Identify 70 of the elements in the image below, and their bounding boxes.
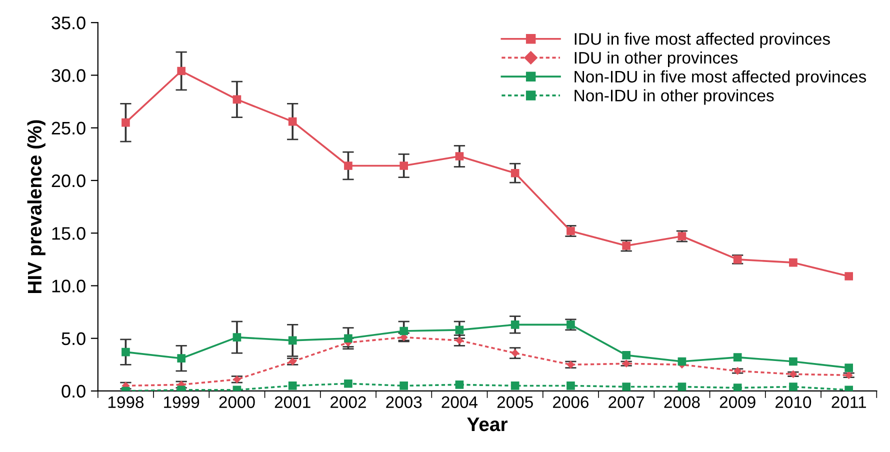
y-tick-label: 10.0 xyxy=(52,280,86,292)
x-tick-label: 2010 xyxy=(776,396,812,408)
legend-label: Non-IDU in five most affected provinces xyxy=(574,70,866,86)
point xyxy=(510,168,520,178)
point xyxy=(844,364,854,372)
point xyxy=(177,354,186,363)
point xyxy=(344,379,352,388)
point xyxy=(122,348,130,356)
x-tick-label: 1999 xyxy=(164,396,200,408)
x-tick-label: 2006 xyxy=(553,396,589,408)
point xyxy=(844,272,854,280)
x-tick-label: 2003 xyxy=(386,396,422,408)
x-tick-label: 2005 xyxy=(497,396,533,408)
point xyxy=(288,358,296,366)
point xyxy=(566,226,575,236)
point xyxy=(622,382,631,391)
point xyxy=(400,382,408,390)
point xyxy=(344,334,352,343)
point xyxy=(789,357,798,366)
point xyxy=(233,376,241,384)
point xyxy=(845,372,852,379)
y-tick-label: 30.0 xyxy=(52,69,86,82)
point xyxy=(678,357,686,366)
point xyxy=(511,349,519,357)
point xyxy=(510,320,520,329)
point xyxy=(733,353,742,362)
y-tick-label: 5.0 xyxy=(62,332,86,346)
point xyxy=(455,380,464,389)
x-axis-title: Year xyxy=(467,418,508,432)
point xyxy=(567,361,574,368)
x-tick-label: 1998 xyxy=(108,396,144,408)
point xyxy=(678,382,686,391)
point xyxy=(344,162,352,170)
x-tick-label: 2002 xyxy=(330,396,366,408)
x-tick-label: 2004 xyxy=(442,396,478,408)
point xyxy=(288,336,297,345)
point xyxy=(622,351,631,360)
point xyxy=(789,258,798,267)
point xyxy=(122,118,130,127)
point xyxy=(400,162,408,170)
x-tick-label: 2000 xyxy=(219,396,255,408)
point xyxy=(622,360,630,368)
x-tick-label: 2007 xyxy=(608,396,644,408)
x-tick-label: 2008 xyxy=(664,396,700,408)
y-tick-label: 20.0 xyxy=(52,174,86,188)
point xyxy=(288,117,297,126)
point xyxy=(288,382,297,390)
x-tick-label: 2009 xyxy=(720,396,756,408)
point xyxy=(232,95,242,104)
point xyxy=(177,66,186,76)
legend-label: IDU in five most affected provinces xyxy=(574,32,830,48)
legend-label: Non-IDU in other provinces xyxy=(574,89,774,105)
point xyxy=(566,382,575,390)
point xyxy=(400,326,408,336)
point xyxy=(734,367,742,375)
point xyxy=(789,382,798,391)
point xyxy=(232,333,242,342)
point xyxy=(733,384,742,391)
x-tick-label: 2011 xyxy=(832,396,866,408)
y-tick-label: 15.0 xyxy=(52,227,86,240)
point xyxy=(455,152,464,160)
point xyxy=(790,370,797,378)
legend-label: IDU in other provinces xyxy=(574,51,738,68)
point xyxy=(510,382,520,390)
x-tick-label: 2001 xyxy=(274,396,310,408)
y-tick-label: 0.0 xyxy=(62,384,86,398)
point xyxy=(566,320,575,329)
y-axis-title: HIV prevalence (%) xyxy=(27,120,46,294)
y-tick-label: 25.0 xyxy=(52,122,86,135)
y-tick-label: 35.0 xyxy=(52,16,86,30)
